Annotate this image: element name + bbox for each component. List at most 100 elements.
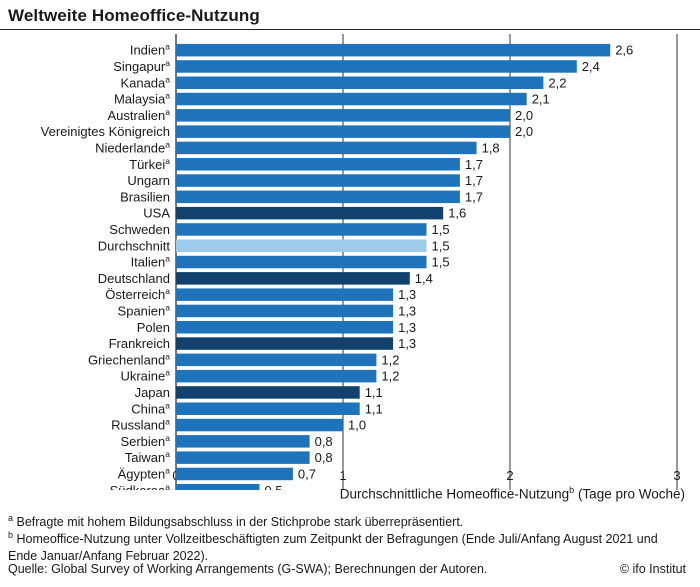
footnote-b: b Homeoffice-Nutzung unter Vollzeitbesch… [8, 527, 688, 565]
category-footnote-mark: a [165, 465, 170, 475]
category-label: Ungarn [127, 173, 170, 188]
data-label: 2,6 [615, 43, 633, 58]
bar [176, 484, 260, 490]
category-footnote-mark: a [165, 368, 170, 378]
bar [176, 190, 460, 204]
bar [176, 435, 310, 448]
data-label: 1,4 [415, 271, 433, 286]
data-label: 1,5 [432, 238, 450, 253]
category-label: Polen [137, 320, 170, 335]
category-label: Indiena [130, 42, 170, 58]
data-label: 1,5 [432, 255, 450, 270]
data-label: 1,3 [398, 336, 416, 351]
footnote-b-mark: b [8, 530, 14, 540]
footnote-a-text: Befragte mit hohem Bildungsabschluss in … [16, 515, 464, 530]
category-label: Brasilien [120, 189, 170, 204]
title-divider [0, 29, 700, 30]
category-label: Russlanda [111, 417, 170, 433]
category-label: Schweden [109, 222, 170, 237]
data-label: 1,5 [432, 222, 450, 237]
category-footnote-mark: a [165, 351, 170, 361]
category-label: Taiwana [125, 449, 170, 465]
category-footnote-mark: a [165, 91, 170, 101]
category-label: Australiena [107, 107, 170, 123]
x-tick-label: 3 [673, 468, 680, 483]
data-label: 1,0 [348, 418, 366, 433]
data-label: 1,1 [365, 385, 383, 400]
category-label: Spaniena [118, 302, 171, 318]
data-label: 1,3 [398, 320, 416, 335]
bar [176, 223, 427, 236]
category-label: Malaysiaa [114, 91, 170, 107]
data-label: 1,8 [482, 140, 500, 155]
data-label: 2,4 [582, 59, 600, 74]
data-label: 2,0 [515, 124, 533, 139]
data-label: 0,7 [298, 466, 316, 481]
data-label: 1,6 [448, 206, 466, 221]
bar [176, 206, 444, 220]
category-label: Durchschnitt [98, 238, 171, 253]
category-label: Ägyptena [118, 465, 171, 481]
bar [176, 321, 394, 334]
category-label: Kanadaa [120, 74, 170, 90]
category-footnote-mark: a [165, 417, 170, 427]
data-label: 1,3 [398, 287, 416, 302]
category-footnote-mark: a [165, 42, 170, 52]
category-label: Japan [135, 385, 170, 400]
bar [176, 402, 360, 415]
category-label: Ukrainea [120, 368, 170, 384]
bar [176, 451, 310, 464]
category-footnote-mark: a [165, 449, 170, 459]
bar [176, 467, 293, 481]
credit: © ifo Institut [619, 562, 686, 576]
x-axis-label-unit: (Tage pro Woche) [577, 486, 685, 502]
bar [176, 158, 460, 171]
footnote-a: a Befragte mit hohem Bildungsabschluss i… [8, 510, 463, 531]
category-footnote-mark: a [165, 400, 170, 410]
category-footnote-mark: a [165, 139, 170, 149]
category-footnote-mark: a [165, 254, 170, 264]
data-label: 0,8 [315, 434, 333, 449]
category-label: Italiena [131, 254, 171, 270]
bar [176, 92, 527, 106]
footnote-a-mark: a [8, 513, 14, 523]
bar [176, 337, 394, 350]
data-label: 1,7 [465, 189, 483, 204]
category-label: Chinaa [131, 400, 170, 416]
category-footnote-mark: a [165, 107, 170, 117]
bar [176, 76, 544, 89]
bar [176, 239, 427, 252]
x-axis-label: Durchschnittliche Homeoffice-Nutzungb (T… [0, 485, 685, 502]
bar [176, 43, 611, 57]
footnote-b-text: Homeoffice-Nutzung unter Vollzeitbeschäf… [8, 532, 658, 564]
category-label: Deutschland [98, 271, 170, 286]
bar [176, 288, 394, 301]
category-label: Serbiena [120, 433, 170, 449]
data-label: 1,7 [465, 173, 483, 188]
category-label: Vereinigtes Königreich [41, 124, 170, 139]
data-label: 0,8 [315, 450, 333, 465]
bar [176, 272, 410, 285]
category-label: Frankreich [109, 336, 170, 351]
bar [176, 60, 577, 73]
category-label: USA [143, 206, 170, 221]
source-note: Quelle: Global Survey of Working Arrange… [8, 562, 488, 576]
bar [176, 386, 360, 399]
x-axis-label-text: Durchschnittliche Homeoffice-Nutzung [339, 486, 570, 502]
category-label: Südkoreaa [110, 482, 171, 490]
bar [176, 353, 377, 367]
category-label: Niederlandea [95, 139, 170, 155]
x-axis-label-footnote-mark: b [569, 485, 575, 495]
category-label: Singapura [113, 58, 170, 74]
x-tick-label: 2 [506, 468, 513, 483]
data-label: 2,1 [532, 92, 550, 107]
data-label: 0,5 [265, 483, 283, 490]
category-label: Türkeia [129, 156, 170, 172]
bar [176, 141, 477, 155]
data-label: 1,1 [365, 401, 383, 416]
data-label: 2,2 [548, 75, 566, 90]
bar [176, 109, 510, 122]
bar [176, 125, 510, 138]
x-tick-label: 1 [339, 468, 346, 483]
category-footnote-mark: a [165, 482, 170, 490]
